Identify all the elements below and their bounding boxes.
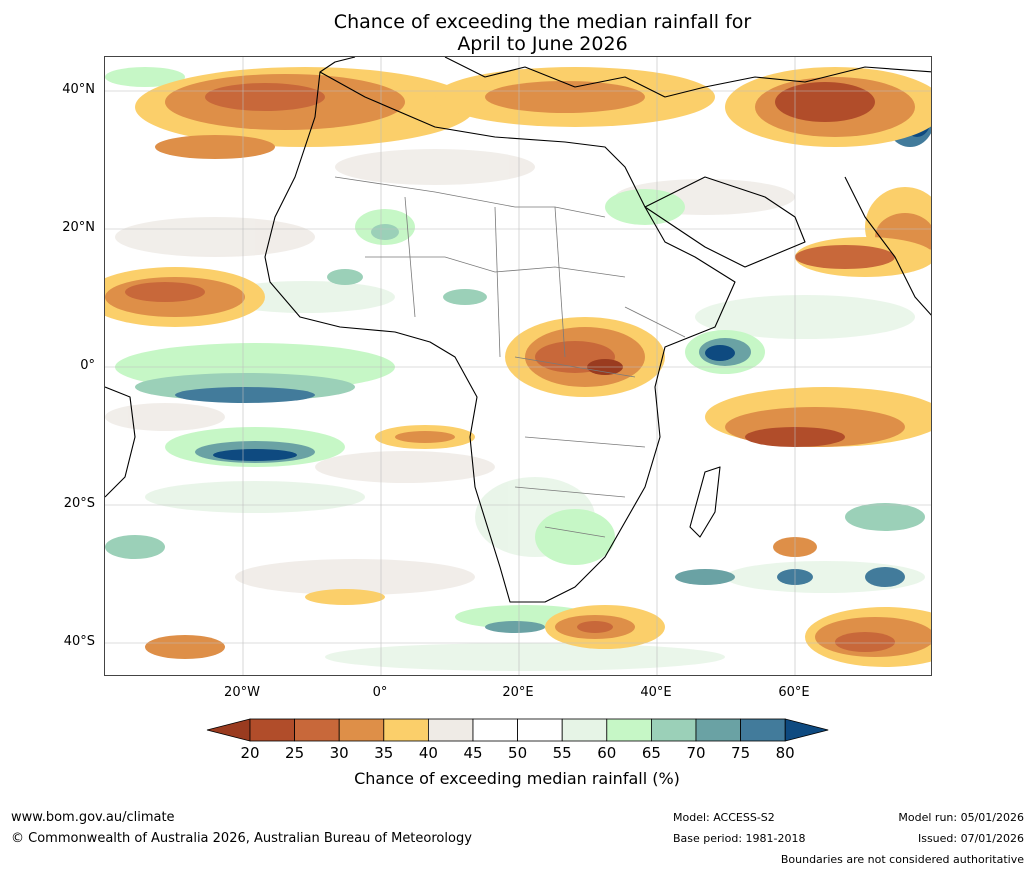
colorbar-segment	[249, 718, 295, 742]
india-coastline	[844, 176, 931, 316]
coastlines	[105, 57, 931, 603]
lat-label-40n: 40°N	[62, 82, 95, 97]
colorbar-tick-label: 75	[731, 744, 751, 762]
lon-label-20w: 20°W	[224, 685, 260, 700]
lat-label-20n: 20°N	[62, 220, 95, 235]
lon-label-40e: 40°E	[640, 685, 672, 700]
lat-label-20s: 20°S	[63, 496, 95, 511]
country-borders	[334, 176, 686, 538]
colorbar-segment	[695, 718, 741, 742]
graticule	[105, 57, 931, 675]
colorbar-tick-label: 35	[374, 744, 394, 762]
rainfall-map	[104, 56, 932, 676]
issued-date: Issued: 07/01/2026	[917, 832, 1024, 845]
model-name: Model: ACCESS-S2	[673, 811, 775, 824]
africa-coastline	[264, 71, 736, 603]
colorbar-segment	[561, 718, 608, 742]
colorbar-tick-label: 50	[508, 744, 528, 762]
base-period: Base period: 1981-2018	[673, 832, 806, 845]
website-link[interactable]: www.bom.gov.au/climate	[11, 810, 175, 825]
colorbar-extend-low	[206, 718, 251, 742]
lat-label-equator: 0°	[80, 358, 95, 373]
map-title-line-1: Chance of exceeding the median rainfall …	[333, 11, 752, 33]
arabian-peninsula-coastline	[644, 176, 806, 268]
colorbar-tick-label: 25	[285, 744, 305, 762]
colorbar-tick-label: 40	[418, 744, 438, 762]
colorbar-tick-label: 80	[775, 744, 795, 762]
colorbar-segment	[517, 718, 563, 742]
south-america-coastline	[105, 386, 136, 498]
colorbar-segment	[427, 718, 474, 742]
colorbar-tick-label: 20	[240, 744, 260, 762]
colorbar-tick-label: 55	[552, 744, 572, 762]
map-title-line-2: April to June 2026	[457, 33, 628, 55]
lon-label-0: 0°	[372, 685, 388, 700]
model-run-date: Model run: 05/01/2026	[898, 811, 1024, 824]
colorbar-segment	[740, 718, 786, 742]
lon-label-20e: 20°E	[502, 685, 534, 700]
colorbar-segment	[383, 718, 429, 742]
colorbar-tick-label: 70	[686, 744, 706, 762]
colorbar-tick-label: 65	[641, 744, 661, 762]
madagascar-coastline	[689, 466, 721, 538]
colorbar-tick-label: 30	[329, 744, 349, 762]
colorbar-tick-label: 60	[597, 744, 617, 762]
colorbar-segment	[606, 718, 652, 742]
colorbar-label: Chance of exceeding median rainfall (%)	[354, 769, 680, 788]
colorbar-segment	[651, 718, 697, 742]
colorbar-segment	[338, 718, 385, 742]
colorbar-segment	[472, 718, 518, 742]
lat-label-40s: 40°S	[63, 634, 95, 649]
colorbar-segment	[294, 718, 340, 742]
colorbar-tick-label: 45	[463, 744, 483, 762]
europe-coastline	[319, 57, 931, 98]
boundary-disclaimer: Boundaries are not considered authoritat…	[780, 853, 1024, 866]
copyright-notice: © Commonwealth of Australia 2026, Austra…	[11, 831, 472, 846]
colorbar-extend-high	[784, 718, 829, 742]
lon-label-60e: 60°E	[778, 685, 810, 700]
